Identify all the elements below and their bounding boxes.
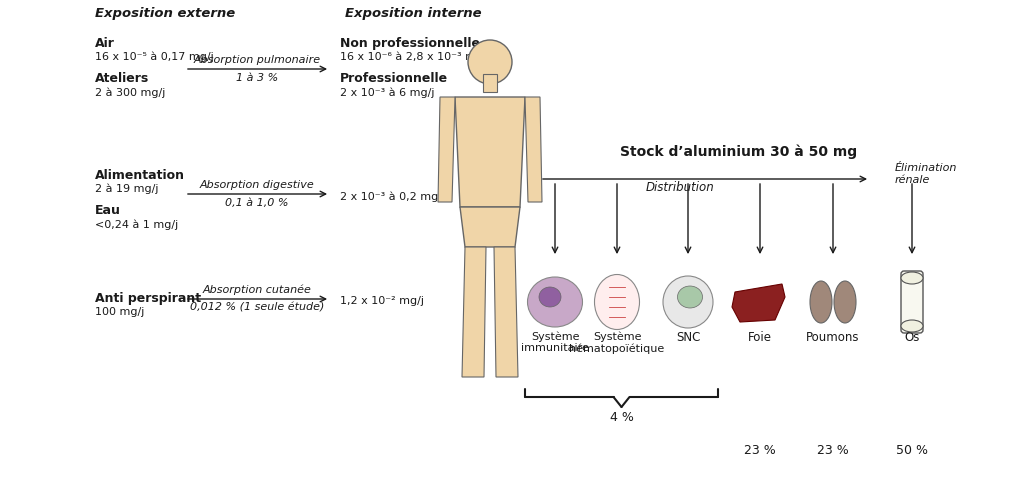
Text: Eau: Eau [95, 204, 121, 217]
Text: Non professionnelle: Non professionnelle [340, 37, 480, 50]
Ellipse shape [663, 276, 713, 328]
Text: Distribution: Distribution [645, 181, 715, 194]
Text: SNC: SNC [676, 331, 700, 344]
Text: 2 x 10⁻³ à 6 mg/j: 2 x 10⁻³ à 6 mg/j [340, 87, 434, 97]
Ellipse shape [901, 272, 923, 284]
Text: Poumons: Poumons [806, 331, 860, 344]
Text: Absorption cutanée: Absorption cutanée [203, 284, 311, 295]
Polygon shape [732, 284, 785, 322]
Circle shape [468, 40, 512, 84]
Text: Exposition externe: Exposition externe [95, 7, 236, 20]
Polygon shape [438, 97, 455, 202]
Bar [483, 74, 497, 92]
Text: Système
immunitaire: Système immunitaire [521, 331, 589, 353]
Text: 0,1 à 1,0 %: 0,1 à 1,0 % [225, 198, 289, 208]
Text: 1,2 x 10⁻² mg/j: 1,2 x 10⁻² mg/j [340, 296, 424, 306]
Text: Absorption pulmonaire: Absorption pulmonaire [194, 55, 321, 65]
Polygon shape [494, 247, 518, 377]
Text: <0,24 à 1 mg/j: <0,24 à 1 mg/j [95, 219, 178, 229]
Text: 0,012 % (1 seule étude): 0,012 % (1 seule étude) [189, 303, 325, 313]
Text: Ateliers: Ateliers [95, 72, 150, 85]
Polygon shape [462, 247, 486, 377]
Text: Absorption digestive: Absorption digestive [200, 180, 314, 190]
Polygon shape [460, 207, 520, 247]
Text: 4 %: 4 % [609, 411, 634, 424]
Text: Exposition interne: Exposition interne [345, 7, 481, 20]
Text: 100 mg/j: 100 mg/j [95, 307, 144, 317]
Ellipse shape [678, 286, 702, 308]
Text: 23 %: 23 % [817, 444, 849, 457]
Ellipse shape [901, 320, 923, 332]
Text: 16 x 10⁻⁶ à 2,8 x 10⁻³ mg/j: 16 x 10⁻⁶ à 2,8 x 10⁻³ mg/j [340, 52, 490, 62]
Text: Stock d’aluminium 30 à 50 mg: Stock d’aluminium 30 à 50 mg [620, 145, 857, 159]
Text: Foie: Foie [748, 331, 772, 344]
Text: Os: Os [904, 331, 920, 344]
Polygon shape [525, 97, 542, 202]
Text: Élimination
rénale: Élimination rénale [895, 163, 957, 185]
Text: Système
hématopoïétique: Système hématopoïétique [569, 331, 665, 354]
Text: 2 x 10⁻³ à 0,2 mg/j: 2 x 10⁻³ à 0,2 mg/j [340, 191, 445, 202]
FancyBboxPatch shape [901, 271, 923, 333]
Text: Anti perspirant: Anti perspirant [95, 292, 201, 305]
Ellipse shape [527, 277, 583, 327]
Ellipse shape [595, 275, 640, 330]
Text: 23 %: 23 % [744, 444, 776, 457]
Ellipse shape [834, 281, 856, 323]
Text: Professionnelle: Professionnelle [340, 72, 449, 85]
Ellipse shape [539, 287, 561, 307]
Text: 1 à 3 %: 1 à 3 % [236, 73, 279, 83]
Polygon shape [455, 97, 525, 207]
Text: 2 à 300 mg/j: 2 à 300 mg/j [95, 87, 165, 97]
Text: Alimentation: Alimentation [95, 169, 185, 182]
Ellipse shape [810, 281, 831, 323]
Text: 50 %: 50 % [896, 444, 928, 457]
Text: 2 à 19 mg/j: 2 à 19 mg/j [95, 184, 159, 194]
Text: 16 x 10⁻⁵ à 0,17 mg/j: 16 x 10⁻⁵ à 0,17 mg/j [95, 52, 214, 62]
Text: Air: Air [95, 37, 115, 50]
